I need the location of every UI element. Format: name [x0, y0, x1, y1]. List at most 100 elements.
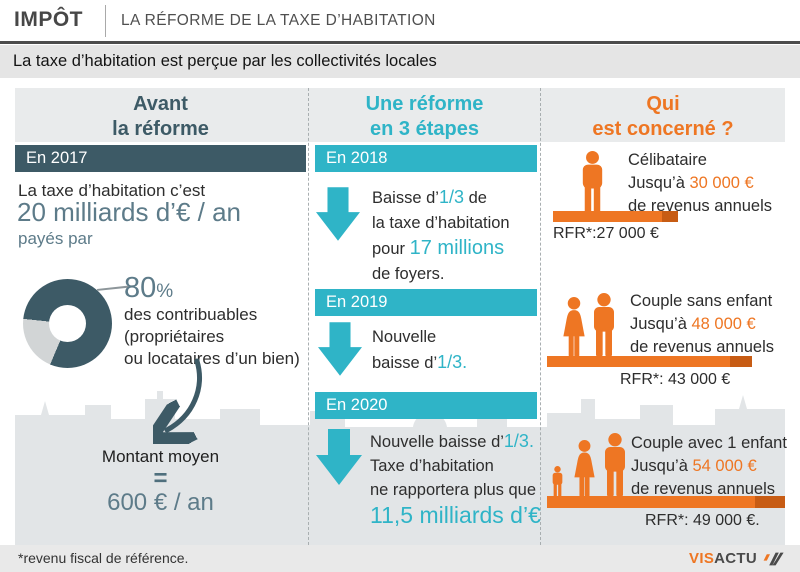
- couple-text: Couple sans enfant Jusqu’à 48 000 € de r…: [630, 290, 774, 359]
- who-caption: de revenus annuels: [631, 480, 776, 498]
- step-2019-text: Nouvelle baisse d’1/3.: [372, 325, 467, 376]
- column-title-line: Qui: [646, 93, 680, 115]
- column-separator-2: [540, 88, 541, 545]
- income-bar-tip: [755, 496, 785, 508]
- step-2020-text: Nouvelle baisse d’1/3. Taxe d’habitation…: [370, 429, 541, 531]
- kicker-label: IMPÔT: [14, 8, 83, 31]
- subtitle-bar: La taxe d’habitation est perçue par les …: [0, 45, 800, 78]
- income-bar-single: [553, 211, 678, 222]
- man-icon: [594, 293, 614, 357]
- column-title-line: Une réforme: [365, 93, 484, 115]
- footnote-text: *revenu fiscal de référence.: [18, 550, 189, 566]
- column-title-before: Avant la réforme: [15, 92, 306, 142]
- accent-segment: 11,5 milliards d’€: [370, 502, 541, 528]
- header-divider: [105, 5, 106, 37]
- curved-down-arrow-icon: [153, 358, 202, 444]
- income-bar-family: [547, 496, 785, 508]
- before-intro-text: La taxe d’habitation c’est: [18, 181, 206, 200]
- text-segment: ne rapportera plus que: [370, 481, 537, 499]
- text-segment: de foyers.: [372, 265, 445, 283]
- single-person-text: Célibataire Jusqu’à 30 000 € de revenus …: [628, 149, 772, 218]
- equals-sign: =: [153, 465, 168, 492]
- step-line: 11,5 milliards d’€: [370, 502, 541, 531]
- column-separator-1: [308, 88, 309, 545]
- text-segment: Jusqu’à: [628, 174, 690, 192]
- text-segment: de: [463, 189, 487, 207]
- year-badge-label: En 2017: [26, 149, 88, 167]
- header-bar: IMPÔT LA RÉFORME DE LA TAXE D’HABITATION: [0, 0, 800, 44]
- text-segment: Baisse d’: [372, 189, 439, 207]
- step-2018-text: Baisse d’1/3 de la taxe d’habitation pou…: [372, 185, 510, 287]
- step-line: Baisse d’1/3 de: [372, 185, 510, 211]
- average-label: Montant moyen: [101, 447, 220, 466]
- before-paidby-text: payés par: [18, 229, 93, 248]
- column-title-line: Avant: [133, 93, 188, 115]
- donut-caption-line: des contribuables: [124, 305, 258, 324]
- text-segment: Nouvelle: [372, 328, 437, 346]
- income-bar-tip: [730, 356, 752, 367]
- who-threshold: Jusqu’à 48 000 €: [630, 313, 774, 336]
- column-title-band: [15, 88, 785, 142]
- year-badge-2018: En 2018: [315, 145, 537, 172]
- text-segment: la taxe d’habitation: [372, 214, 510, 232]
- who-caption: de revenus annuels: [628, 197, 773, 215]
- year-badge-2017: En 2017: [15, 145, 306, 172]
- step-line: la taxe d’habitation: [372, 211, 510, 236]
- year-badge-label: En 2018: [326, 149, 388, 167]
- donut-caption-line: ou locataires d’un bien): [124, 349, 300, 368]
- year-badge-2020: En 2020: [315, 392, 537, 419]
- step-line: de foyers.: [372, 262, 510, 287]
- text-segment: Nouvelle baisse d’: [370, 433, 504, 451]
- accent-segment: 1/3.: [437, 352, 468, 372]
- page-title: LA RÉFORME DE LA TAXE D’HABITATION: [121, 12, 436, 29]
- who-label: Célibataire: [628, 151, 707, 169]
- column-title-line: en 3 étapes: [370, 118, 479, 140]
- who-threshold: Jusqu’à 54 000 €: [631, 455, 787, 478]
- income-bar-couple: [547, 356, 752, 367]
- down-arrow-icon: [316, 429, 362, 485]
- column-title-who: Qui est concerné ?: [541, 92, 785, 142]
- donut-percentage-label: 80%: [124, 272, 173, 305]
- column-title-line: la réforme: [112, 118, 209, 140]
- woman-icon: [574, 440, 595, 497]
- year-badge-label: En 2020: [326, 396, 388, 414]
- amount-segment: 30 000 €: [689, 174, 754, 192]
- visactu-mark-icon: [763, 552, 784, 565]
- amount-segment: 54 000 €: [692, 457, 757, 475]
- donut-caption-line: (propriétaires: [124, 327, 225, 346]
- brand-actu: ACTU: [714, 550, 757, 567]
- accent-segment: 17 millions: [409, 237, 505, 259]
- accent-segment: 1/3.: [503, 431, 534, 451]
- step-line: Taxe d’habitation: [370, 454, 541, 478]
- step-line: baisse d’1/3.: [372, 350, 467, 376]
- who-caption: de revenus annuels: [630, 338, 775, 356]
- who-label: Couple avec 1 enfant: [631, 434, 787, 452]
- rfr-value-couple: RFR*: 43 000 €: [620, 371, 731, 388]
- family-text: Couple avec 1 enfant Jusqu’à 54 000 € de…: [631, 432, 787, 501]
- man-icon: [582, 151, 603, 213]
- rfr-value-single: RFR*:27 000 €: [553, 225, 659, 242]
- step-line: Nouvelle: [372, 325, 467, 350]
- column-title-line: est concerné ?: [592, 118, 734, 140]
- text-segment: pour: [372, 240, 410, 258]
- donut-chart-80pct: [23, 279, 112, 368]
- amount-segment: 48 000 €: [691, 315, 756, 333]
- accent-segment: 1/3: [438, 187, 464, 207]
- visactu-logo: VIS ACTU: [689, 545, 786, 572]
- text-segment: baisse d’: [372, 354, 438, 372]
- before-amount-text: 20 milliards d’€ / an: [17, 197, 241, 227]
- year-badge-2019: En 2019: [315, 289, 537, 316]
- average-amount: 600 € / an: [107, 489, 214, 516]
- percentage-value: 80: [124, 272, 157, 304]
- column-title-reform: Une réforme en 3 étapes: [309, 92, 540, 142]
- text-segment: Jusqu’à: [631, 457, 693, 475]
- child-icon: [552, 466, 563, 497]
- text-segment: Taxe d’habitation: [370, 457, 494, 475]
- step-line: pour 17 millions: [372, 236, 510, 262]
- rfr-value-family: RFR*: 49 000 €.: [645, 512, 760, 529]
- down-arrow-icon: [318, 322, 362, 376]
- down-arrow-icon: [316, 187, 360, 241]
- donut-caption: des contribuables (propriétaires ou loca…: [124, 304, 300, 370]
- woman-icon: [563, 297, 585, 357]
